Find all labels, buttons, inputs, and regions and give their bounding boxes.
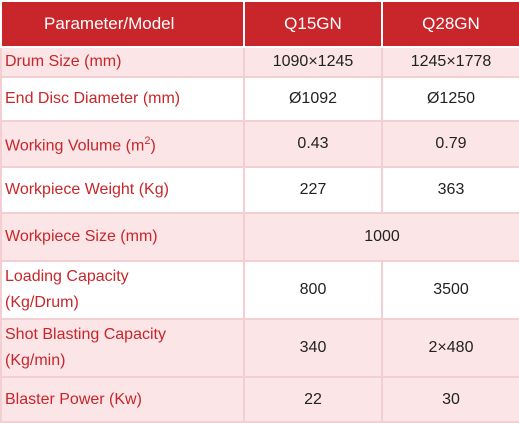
table-row-workpiece-size: Workpiece Size (mm) 1000 bbox=[0, 212, 519, 262]
table-row-blaster-power: Blaster Power (Kw) 22 30 bbox=[0, 376, 519, 423]
header-parameter: Parameter/Model bbox=[0, 0, 245, 48]
cell-q28gn: 0.79 bbox=[381, 120, 519, 168]
row-label: Workpiece Size (mm) bbox=[0, 212, 245, 262]
header-model-q28gn: Q28GN bbox=[381, 0, 519, 48]
table-row-workpiece-weight: Workpiece Weight (Kg) 227 363 bbox=[0, 166, 519, 214]
row-label-line-1: Shot Blasting Capacity bbox=[5, 326, 166, 343]
row-label-line-1: Loading Capacity bbox=[5, 268, 129, 285]
row-label: Loading Capacity (Kg/Drum) bbox=[0, 260, 245, 320]
table-row-end-disc-diameter: End Disc Diameter (mm) Ø1092 Ø1250 bbox=[0, 76, 519, 122]
table-header-row: Parameter/Model Q15GN Q28GN bbox=[0, 0, 519, 48]
header-model-q15gn: Q15GN bbox=[243, 0, 383, 48]
row-label: Workpiece Weight (Kg) bbox=[0, 166, 245, 214]
row-label: Working Volume (m2) bbox=[0, 120, 245, 168]
cell-q15gn: Ø1092 bbox=[243, 76, 383, 122]
row-label-superscript: 2 bbox=[144, 135, 151, 148]
row-label-close: ) bbox=[150, 137, 156, 155]
cell-q28gn: 1245×1778 bbox=[381, 46, 519, 78]
row-label: Drum Size (mm) bbox=[0, 46, 245, 78]
cell-q28gn: 363 bbox=[381, 166, 519, 214]
cell-q15gn: 800 bbox=[243, 260, 383, 320]
row-label-line-2: (Kg/Drum) bbox=[5, 294, 79, 311]
row-label: Blaster Power (Kw) bbox=[0, 376, 245, 423]
cell-merged: 1000 bbox=[243, 212, 519, 262]
row-label: End Disc Diameter (mm) bbox=[0, 76, 245, 122]
table-row-working-volume: Working Volume (m2) 0.43 0.79 bbox=[0, 120, 519, 168]
cell-q15gn: 0.43 bbox=[243, 120, 383, 168]
cell-q28gn: Ø1250 bbox=[381, 76, 519, 122]
cell-q28gn: 2×480 bbox=[381, 318, 519, 378]
cell-q28gn: 30 bbox=[381, 376, 519, 423]
table-row-loading-capacity: Loading Capacity (Kg/Drum) 800 3500 bbox=[0, 260, 519, 320]
row-label-line-2: (Kg/min) bbox=[5, 352, 66, 369]
row-label: Shot Blasting Capacity (Kg/min) bbox=[0, 318, 245, 378]
cell-q15gn: 340 bbox=[243, 318, 383, 378]
cell-q28gn: 3500 bbox=[381, 260, 519, 320]
row-label-text: Working Volume (m bbox=[5, 137, 145, 155]
cell-q15gn: 1090×1245 bbox=[243, 46, 383, 78]
table-row-drum-size: Drum Size (mm) 1090×1245 1245×1778 bbox=[0, 46, 519, 78]
cell-q15gn: 22 bbox=[243, 376, 383, 423]
cell-q15gn: 227 bbox=[243, 166, 383, 214]
table-row-shot-blasting-capacity: Shot Blasting Capacity (Kg/min) 340 2×480 bbox=[0, 318, 519, 378]
